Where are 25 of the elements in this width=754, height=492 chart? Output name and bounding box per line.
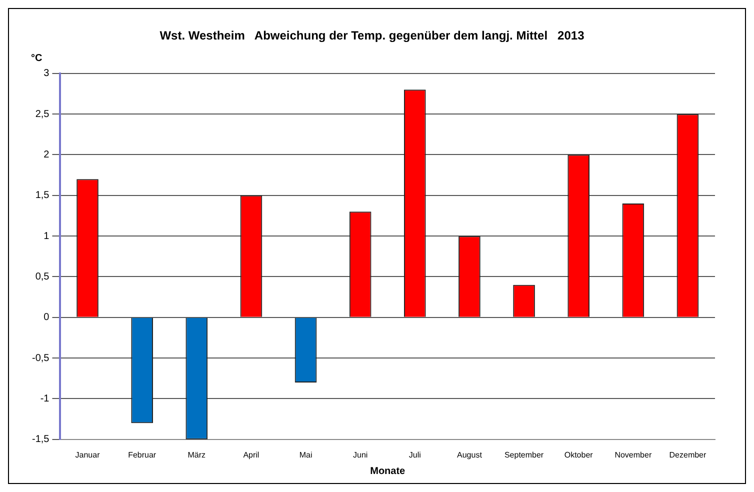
x-tick-label: Juli xyxy=(408,450,422,460)
y-tick-label: 3 xyxy=(44,68,50,80)
x-tick-label: Oktober xyxy=(564,450,594,460)
y-tick-label: 2 xyxy=(44,149,50,160)
chart-title: Wst. Westheim Abweichung der Temp. gegenüber dem langj. Mittel 2013 xyxy=(160,28,585,43)
x-axis-title: Monate xyxy=(370,466,406,477)
x-tick-label: Mai xyxy=(299,450,312,460)
y-tick-label: 1 xyxy=(44,230,50,242)
x-tick-label: Dezember xyxy=(669,450,707,460)
x-tick-label: Februar xyxy=(128,450,156,460)
y-tick-label: 2,5 xyxy=(35,108,50,120)
x-tick-label: Januar xyxy=(75,450,100,460)
y-tick-label: 0,5 xyxy=(35,271,50,282)
x-tick-label: Juni xyxy=(352,450,368,460)
x-tick-label: April xyxy=(243,450,260,460)
x-tick-label: März xyxy=(188,450,206,460)
y-tick-label: -1 xyxy=(40,393,50,404)
y-tick-label: 1,5 xyxy=(35,190,50,202)
y-tick-label: 0 xyxy=(44,312,50,324)
x-tick-label: September xyxy=(504,450,544,460)
y-axis-title: °C xyxy=(31,53,42,64)
x-tick-label: November xyxy=(614,450,652,460)
x-tick-label: August xyxy=(457,450,483,460)
y-tick-label: -1,5 xyxy=(32,434,50,446)
y-tick-label: -0,5 xyxy=(32,352,50,364)
